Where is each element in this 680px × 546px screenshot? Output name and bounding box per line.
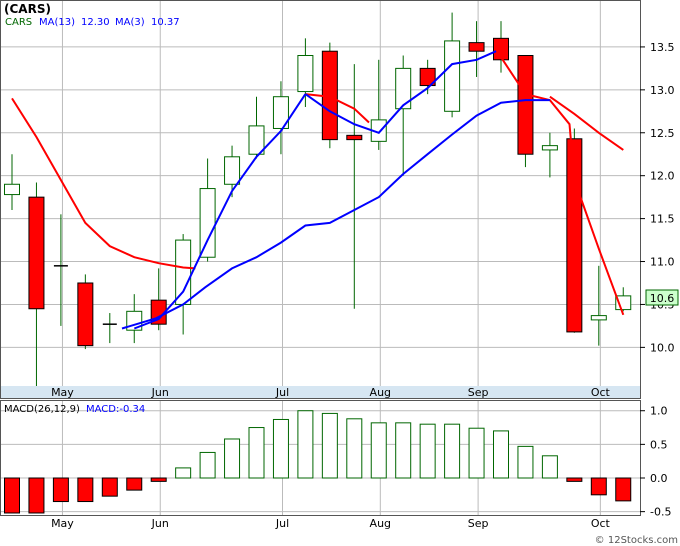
ma3-line (549, 95, 624, 151)
candle-body (493, 37, 509, 61)
price-y-tick-label: 10.0 (650, 341, 675, 354)
macd-bar (395, 422, 412, 479)
macd-bar (272, 418, 289, 479)
macd-legend-value: MACD:-0.34 (86, 404, 145, 415)
price-gridlines (1, 1, 640, 386)
macd-title: MACD(26,12,9) (4, 404, 80, 415)
macd-bars (4, 410, 632, 514)
legend-cars: CARS (5, 17, 32, 28)
candle-body (77, 282, 94, 347)
macd-bar (4, 477, 20, 514)
macd-bar (419, 423, 436, 479)
price-x-axis: May Jun Jul Aug Sep Oct (51, 386, 610, 399)
candle-body (297, 55, 314, 93)
price-panel (0, 0, 641, 399)
macd-y-tick-label: 0.5 (650, 438, 668, 451)
candle-body (272, 96, 289, 129)
chart-title: (CARS) (4, 2, 51, 16)
macd-bar (101, 477, 118, 497)
legend-ma3-value: 10.37 (151, 17, 180, 28)
candle-body (590, 315, 607, 321)
macd-bar (52, 477, 69, 503)
macd-y-axis: 1.0 0.5 0.0 -0.5 (640, 405, 671, 519)
candle-body (444, 40, 461, 112)
macd-bar (126, 477, 143, 491)
price-y-tick-label: 13.0 (650, 84, 675, 97)
candle-body (28, 196, 45, 310)
macd-x-tick-label: Jun (151, 517, 169, 530)
price-y-tick-label: 12.0 (650, 170, 675, 183)
last-price-label: 10.6 (650, 292, 675, 305)
macd-bar (77, 477, 94, 503)
price-y-tick-label: 13.5 (650, 41, 675, 54)
macd-bar (590, 477, 607, 496)
price-y-tick-label: 11.5 (650, 213, 675, 226)
macd-bar (150, 477, 167, 482)
macd-bar (199, 451, 216, 479)
macd-x-tick-label: Sep (468, 517, 489, 530)
price-x-tick-label: Sep (468, 386, 489, 399)
price-x-tick-label: Aug (370, 386, 391, 399)
candle-body (199, 188, 216, 258)
ma3-line (305, 93, 370, 124)
macd-bar (541, 455, 558, 479)
candle-body (346, 134, 363, 141)
ma3-line (500, 56, 625, 316)
candle-body (395, 67, 412, 110)
macd-bar (566, 477, 583, 482)
macd-bar (444, 423, 461, 479)
candle-body (419, 67, 436, 87)
macd-bar (468, 427, 485, 479)
price-x-tick-label: May (51, 386, 74, 399)
macd-bar (493, 430, 509, 479)
candle-body (224, 156, 241, 185)
candle-body (4, 183, 20, 196)
macd-bar (615, 477, 632, 502)
macd-x-tick-label: Aug (370, 517, 391, 530)
macd-bar (297, 410, 314, 479)
last-price-badge (645, 289, 679, 306)
macd-bar (517, 445, 534, 479)
watermark: © 12Stocks.com (595, 535, 678, 546)
candle-body (175, 239, 192, 305)
macd-x-axis: May Jun Jul Aug Sep Oct (51, 517, 610, 530)
macd-bar (321, 412, 338, 479)
candle-body (468, 42, 485, 52)
legend-ma13-value: 12.30 (81, 17, 110, 28)
candlesticks (4, 12, 632, 386)
macd-y-tick-label: 1.0 (650, 405, 668, 418)
moving-average-lines (11, 50, 625, 330)
price-x-tick-label: Oct (591, 386, 611, 399)
macd-bar (248, 427, 265, 479)
ma3-line (11, 97, 196, 270)
macd-x-tick-label: Jul (275, 517, 289, 530)
price-x-tick-label: Jul (275, 386, 289, 399)
price-x-tick-label: Jun (151, 386, 169, 399)
macd-bar (370, 422, 387, 479)
candle-body (541, 145, 558, 151)
date-axis-band (1, 386, 640, 398)
price-y-tick-label: 11.0 (650, 256, 675, 269)
macd-bar (175, 467, 192, 479)
price-y-axis: 13.513.012.512.011.511.010.510.0 (640, 41, 675, 354)
macd-x-tick-label: Oct (591, 517, 611, 530)
candle-body (248, 125, 265, 155)
macd-bar (224, 438, 241, 479)
price-y-tick-label: 12.5 (650, 127, 675, 140)
ma13-line (133, 93, 307, 330)
macd-y-tick-label: -0.5 (650, 506, 671, 519)
legend-ma3: MA(3) (115, 17, 145, 28)
candle-body (517, 55, 534, 155)
macd-y-tick-label: 0.0 (650, 472, 668, 485)
macd-bar (28, 477, 45, 514)
legend-ma13: MA(13) (39, 17, 75, 28)
ma13-line (304, 50, 497, 134)
macd-bar (346, 418, 363, 479)
ma13-line (121, 99, 550, 330)
macd-x-tick-label: May (51, 517, 74, 530)
candle-body (566, 138, 583, 333)
